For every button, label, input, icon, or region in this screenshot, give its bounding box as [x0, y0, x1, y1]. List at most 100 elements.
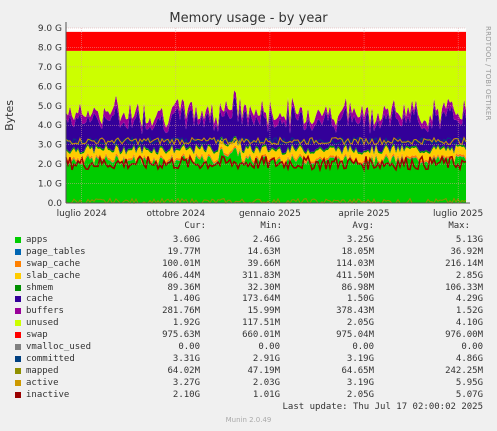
y-tick-label: 5.0 G: [38, 102, 62, 112]
legend-min: 39.66M: [247, 258, 280, 269]
y-tick-label: 0.0: [48, 199, 63, 209]
legend-name: shmem: [26, 282, 54, 293]
legend-header-max: Max:: [448, 221, 470, 231]
munin-version: Munin 2.0.49: [225, 416, 272, 424]
legend-cur: 1.92G: [172, 318, 200, 329]
y-tick-label: 7.0 G: [38, 63, 62, 73]
legend-avg: 0.00: [352, 342, 374, 353]
legend-cur: 0.00: [178, 342, 200, 353]
legend-row-committed: committed 3.31G 2.91G 3.19G 4.86G: [0, 354, 497, 366]
legend-max: 1.52G: [455, 306, 483, 317]
rrdtool-watermark: RRDTOOL / TOBI OETIKER: [484, 26, 492, 121]
legend-name: swap: [26, 330, 48, 341]
legend-min: 15.99M: [247, 306, 280, 317]
legend-min: 311.83M: [242, 270, 280, 281]
legend-header-avg: Avg:: [352, 221, 374, 231]
last-update: Last update: Thu Jul 17 02:00:02 2025: [282, 402, 483, 412]
legend-min: 47.19M: [247, 365, 280, 376]
legend-swatch: [15, 272, 21, 279]
y-tick-label: 2.0 G: [38, 160, 62, 170]
legend-min: 0.00: [258, 342, 280, 353]
legend-avg: 411.50M: [336, 270, 374, 281]
legend: apps 3.60G 2.46G 3.25G 5.13G page_tables 19.7…: [0, 235, 497, 401]
legend-min: 2.91G: [252, 353, 280, 364]
legend-row-slab-cache: slab_cache 406.44M 311.83M 411.50M 2.85G: [0, 271, 497, 283]
legend-cur: 19.77M: [167, 246, 200, 257]
legend-avg: 3.19G: [346, 353, 374, 364]
legend-name: mapped: [26, 365, 59, 376]
legend-name: buffers: [26, 306, 64, 317]
legend-max: 36.92M: [450, 246, 483, 257]
legend-max: 5.95G: [455, 377, 483, 388]
area-unused: [66, 50, 466, 128]
y-tick-label: 4.0 G: [38, 121, 62, 131]
legend-swatch: [15, 332, 21, 339]
legend-row-active: active 3.27G 2.03G 3.19G 5.95G: [0, 378, 497, 390]
legend-avg: 378.43M: [336, 306, 374, 317]
legend-max: 242.25M: [445, 365, 483, 376]
legend-swatch: [15, 367, 21, 374]
legend-row-buffers: buffers 281.76M 15.99M 378.43M 1.52G: [0, 306, 497, 318]
legend-avg: 86.98M: [341, 282, 374, 293]
x-tick-label: luglio 2025: [433, 209, 483, 219]
legend-header-cur: Cur:: [184, 221, 206, 231]
legend-cur: 975.63M: [162, 330, 200, 341]
y-tick-label: 8.0 G: [38, 43, 62, 53]
legend-swatch: [15, 237, 21, 243]
legend-min: 2.03G: [252, 377, 280, 388]
legend-name: active: [26, 377, 59, 388]
legend-min: 1.01G: [252, 389, 280, 400]
legend-name: unused: [26, 318, 59, 329]
legend-row-inactive: inactive 2.10G 1.01G 2.05G 5.07G: [0, 390, 497, 402]
legend-max: 5.13G: [455, 235, 483, 245]
legend-max: 5.07G: [455, 389, 483, 400]
legend-max: 4.10G: [455, 318, 483, 329]
legend-min: 14.63M: [247, 246, 280, 257]
legend-avg: 64.65M: [341, 365, 374, 376]
legend-row-cache: cache 1.40G 173.64M 1.50G 4.29G: [0, 294, 497, 306]
legend-swatch: [15, 391, 21, 398]
area-swap-cache: [66, 145, 466, 165]
legend-avg: 975.04M: [336, 330, 374, 341]
legend-name: inactive: [26, 389, 70, 400]
chart-title: Memory usage - by year: [169, 11, 328, 26]
legend-swatch: [15, 284, 21, 291]
legend-avg: 1.50G: [346, 294, 374, 305]
legend-swatch: [15, 344, 21, 351]
legend-cur: 89.36M: [167, 282, 200, 293]
legend-row-vmalloc-used: vmalloc_used 0.00 0.00 0.00 0.00: [0, 342, 497, 354]
legend-row-mapped: mapped 64.02M 47.19M 64.65M 242.25M: [0, 366, 497, 378]
legend-cur: 3.60G: [172, 235, 200, 245]
y-axis-label: Bytes: [3, 100, 16, 131]
legend-min: 2.46G: [252, 235, 280, 245]
legend-swatch: [15, 355, 21, 362]
legend-max: 106.33M: [445, 282, 483, 293]
legend-avg: 2.05G: [346, 318, 374, 329]
legend-cur: 100.01M: [162, 258, 200, 269]
legend-name: cache: [26, 294, 54, 305]
y-tick-label: 9.0 G: [38, 24, 62, 34]
legend-max: 976.00M: [445, 330, 483, 341]
legend-max: 4.86G: [455, 353, 483, 364]
legend-max: 0.00: [461, 342, 483, 353]
legend-cur: 1.40G: [172, 294, 200, 305]
legend-max: 4.29G: [455, 294, 483, 305]
legend-min: 32.30M: [247, 282, 280, 293]
area-swap: [66, 31, 466, 51]
legend-avg: 3.25G: [346, 235, 374, 245]
x-tick-label: luglio 2024: [57, 209, 107, 219]
y-tick-label: 1.0 G: [38, 180, 62, 190]
legend-avg: 3.19G: [346, 377, 374, 388]
legend-max: 216.14M: [445, 258, 483, 269]
legend-avg: 18.05M: [341, 246, 374, 257]
area-apps: [66, 148, 466, 203]
legend-swatch: [15, 320, 21, 327]
legend-cur: 2.10G: [172, 389, 200, 400]
legend-row-swap-cache: swap_cache 100.01M 39.66M 114.03M 216.14M: [0, 259, 497, 271]
legend-name: swap_cache: [26, 258, 81, 269]
legend-header-min: Min:: [260, 221, 282, 231]
line-active: [65, 136, 467, 146]
legend-name: committed: [26, 353, 75, 364]
legend-cur: 3.31G: [172, 353, 200, 364]
